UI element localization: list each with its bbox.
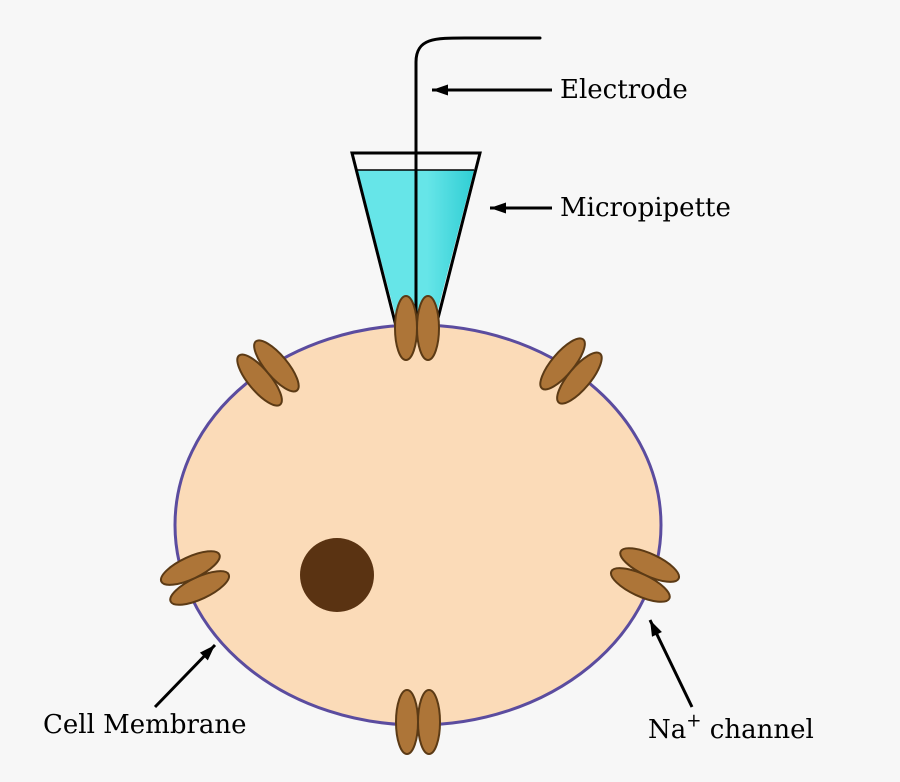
micropipette-label: Micropipette bbox=[560, 193, 731, 223]
electrode-label: Electrode bbox=[560, 75, 688, 105]
na-channel-label: Na+ channel bbox=[648, 710, 814, 745]
na-channel-arrow bbox=[650, 620, 692, 707]
micropipette-arrow bbox=[490, 203, 552, 214]
electrode-arrow bbox=[432, 85, 552, 96]
cell-membrane-label: Cell Membrane bbox=[43, 710, 247, 740]
nucleus bbox=[300, 538, 374, 612]
cell-membrane-arrow bbox=[155, 645, 215, 707]
